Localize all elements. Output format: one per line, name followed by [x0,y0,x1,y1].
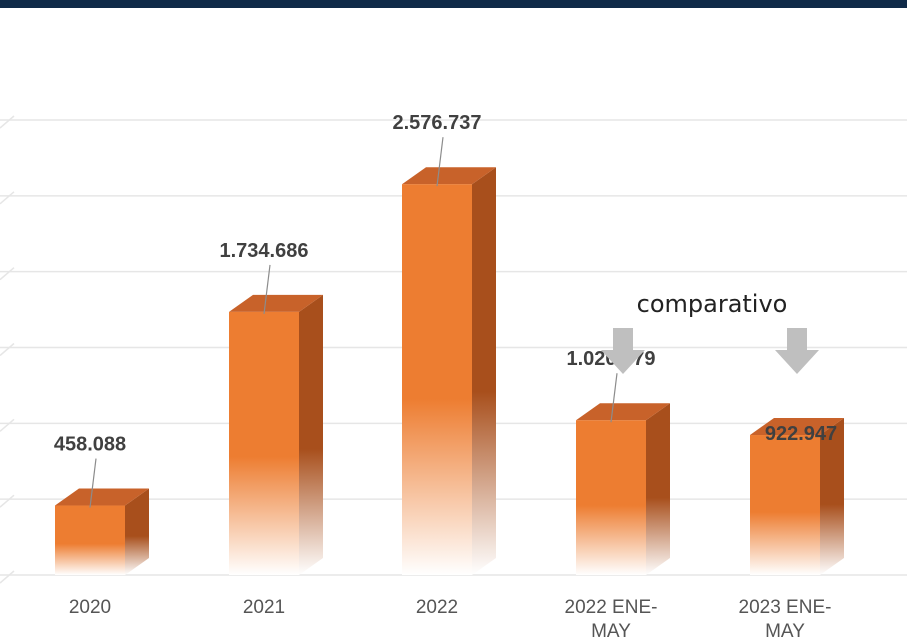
category-label: MAY [591,621,631,642]
bar-front [576,420,646,575]
bar-side [472,167,496,575]
bar-side [125,488,149,575]
bar-side [646,403,670,575]
leader-line [610,373,618,423]
gridline-tick [0,191,15,205]
bar-side [820,418,844,575]
leader-line [263,264,271,314]
gridline-tick [0,115,15,129]
category-label: 2023 ENE- [739,597,832,618]
category-label: 2021 [243,597,285,618]
down-arrow-icon [601,328,645,374]
bar-top [229,294,323,312]
bar-front [750,435,820,575]
category-label: 2022 [416,597,458,618]
bar-top [750,418,844,436]
category-labels: 2020 2021 2022 2022 ENE- MAY 2023 ENE- MAY [69,597,832,642]
gridline-tick [0,494,15,508]
bar-top [402,167,496,185]
bar-2020 [55,488,149,575]
comparativo-note: comparativo [637,290,788,318]
header-bar [0,0,907,8]
gridline-tick [0,267,15,281]
bar-side [299,294,323,575]
category-label: MAY [765,621,805,642]
bar-2022-ene-may [576,403,670,575]
data-label: 1.734.686 [220,240,309,262]
bar-2023-ene-may [750,418,844,575]
data-label: 2.576.737 [393,112,482,134]
bars [55,167,844,575]
bar-2022 [402,167,496,575]
gridline-tick [0,342,15,357]
annotations: comparativo [601,290,819,374]
bar-top [576,403,670,421]
category-label: 2022 ENE- [565,597,658,618]
category-label: 2020 [69,597,111,618]
bar-front [402,184,472,575]
leader-line [436,137,444,187]
data-label: 922.947 [765,423,837,445]
leader-line [89,458,97,508]
gridline-tick [0,570,15,584]
bar-2021 [229,294,323,575]
gridline-tick [0,418,15,432]
bar-top [55,488,149,506]
data-label: 458.088 [54,434,126,456]
bar-front [229,311,299,575]
down-arrow-icon [775,328,819,374]
bar-front [55,505,125,575]
